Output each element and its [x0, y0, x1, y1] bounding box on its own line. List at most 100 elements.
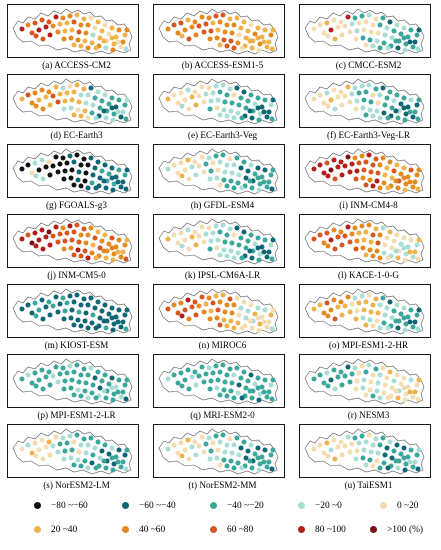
- station-marker: [234, 365, 240, 371]
- station-marker: [374, 388, 380, 394]
- station-marker: [389, 315, 395, 321]
- station-marker: [85, 395, 91, 401]
- station-marker: [245, 308, 251, 314]
- legend-swatch: [210, 501, 217, 509]
- map-panel: (o) MPI-ESM1-2-HR: [298, 283, 439, 353]
- station-marker: [342, 163, 348, 169]
- station-marker: [109, 235, 115, 241]
- station-marker: [359, 293, 365, 299]
- station-marker: [32, 300, 38, 306]
- station-marker: [210, 370, 216, 376]
- station-marker: [261, 319, 267, 325]
- station-marker: [339, 312, 345, 318]
- station-marker: [55, 29, 61, 35]
- legend-item: 0 ~20: [380, 499, 418, 513]
- station-marker: [165, 96, 171, 102]
- station-marker: [407, 459, 413, 465]
- station-marker: [410, 394, 416, 400]
- station-marker: [165, 446, 171, 452]
- station-marker: [332, 386, 338, 392]
- station-marker: [171, 162, 177, 168]
- station-marker: [109, 95, 115, 101]
- station-marker: [115, 249, 121, 255]
- station-marker: [206, 15, 212, 21]
- station-marker: [331, 437, 337, 443]
- station-marker: [40, 176, 46, 182]
- station-marker: [113, 104, 119, 110]
- station-marker: [88, 435, 94, 441]
- station-marker: [85, 185, 91, 191]
- station-marker: [64, 440, 70, 446]
- station-marker: [231, 465, 237, 471]
- legend-swatch: [34, 525, 41, 533]
- station-marker: [366, 152, 372, 158]
- station-marker: [381, 460, 387, 466]
- map-panel: (g) FGOALS-g3: [6, 143, 147, 213]
- station-marker: [391, 308, 397, 314]
- map-svg: [153, 214, 285, 268]
- station-marker: [215, 447, 221, 453]
- station-marker: [353, 386, 359, 392]
- station-marker: [60, 295, 66, 301]
- station-marker: [97, 105, 103, 111]
- station-marker: [363, 112, 369, 118]
- station-marker: [224, 393, 230, 399]
- station-marker: [113, 384, 119, 390]
- legend-label: −60 ~−40: [139, 501, 176, 511]
- panel-caption: (r) NESM3: [347, 410, 390, 420]
- panel-caption: (c) CMCC-ESM2: [335, 60, 402, 70]
- station-marker: [407, 39, 413, 45]
- station-marker: [101, 38, 107, 44]
- station-marker: [192, 159, 198, 165]
- station-marker: [324, 300, 330, 306]
- station-marker: [231, 302, 237, 308]
- station-marker: [206, 155, 212, 161]
- station-marker: [123, 466, 129, 472]
- station-marker: [249, 325, 255, 331]
- station-marker: [62, 308, 68, 314]
- station-marker: [338, 229, 344, 235]
- station-marker: [19, 166, 25, 172]
- station-marker: [68, 315, 74, 321]
- station-marker: [207, 386, 213, 392]
- station-marker: [182, 97, 188, 103]
- station-marker: [93, 395, 99, 401]
- station-marker: [69, 167, 75, 173]
- station-marker: [414, 102, 420, 108]
- station-marker: [199, 224, 205, 230]
- station-marker: [97, 175, 103, 181]
- station-marker: [55, 99, 61, 105]
- station-marker: [370, 323, 376, 329]
- station-marker: [221, 457, 227, 463]
- station-marker: [88, 295, 94, 301]
- station-marker: [377, 325, 383, 331]
- station-marker: [46, 299, 52, 305]
- station-marker: [332, 246, 338, 252]
- station-marker: [61, 176, 67, 182]
- map-frame: [299, 144, 431, 198]
- station-marker: [370, 22, 376, 28]
- station-marker: [109, 305, 115, 311]
- station-marker: [124, 377, 130, 383]
- station-marker: [95, 299, 101, 305]
- station-marker: [67, 223, 73, 229]
- station-marker: [92, 445, 98, 451]
- station-marker: [82, 38, 88, 44]
- station-marker: [380, 435, 386, 441]
- station-marker: [122, 452, 128, 458]
- station-marker: [325, 313, 331, 319]
- station-marker: [69, 307, 75, 313]
- station-marker: [394, 372, 400, 378]
- station-marker: [257, 461, 263, 467]
- station-marker: [349, 441, 355, 447]
- station-marker: [64, 90, 70, 96]
- station-marker: [228, 108, 234, 114]
- station-marker: [401, 385, 407, 391]
- panel-caption: (t) NorESM2-MM: [188, 480, 257, 490]
- station-marker: [179, 453, 185, 459]
- station-marker: [203, 21, 209, 27]
- station-marker: [55, 449, 61, 455]
- station-marker: [387, 299, 393, 305]
- station-marker: [221, 247, 227, 253]
- station-marker: [338, 19, 344, 25]
